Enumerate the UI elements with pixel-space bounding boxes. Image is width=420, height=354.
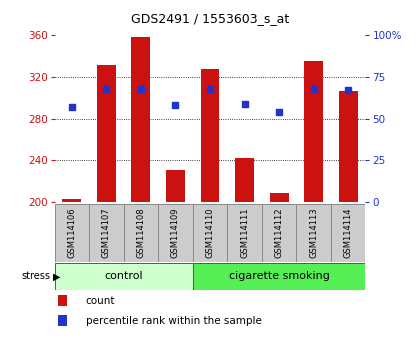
Bar [331, 204, 365, 262]
Point [207, 86, 213, 91]
Bar [270, 193, 289, 202]
Bar [262, 204, 296, 262]
Text: GSM114112: GSM114112 [275, 207, 284, 258]
Text: cigarette smoking: cigarette smoking [228, 271, 330, 281]
Bar [55, 204, 89, 262]
Text: GSM114107: GSM114107 [102, 207, 111, 258]
Text: ▶: ▶ [52, 271, 60, 281]
Text: GDS2491 / 1553603_s_at: GDS2491 / 1553603_s_at [131, 12, 289, 25]
Bar [193, 204, 227, 262]
Point [276, 109, 282, 115]
Bar [158, 204, 193, 262]
Bar [89, 204, 123, 262]
Point [138, 86, 144, 91]
Text: GSM114111: GSM114111 [240, 207, 249, 258]
Bar [131, 38, 150, 202]
Point [103, 86, 110, 91]
Bar [58, 315, 67, 326]
Bar [124, 204, 158, 262]
Bar [297, 204, 331, 262]
Bar [63, 199, 81, 202]
Bar [227, 204, 262, 262]
Text: GSM114108: GSM114108 [136, 207, 145, 258]
Bar [58, 295, 67, 306]
Text: count: count [86, 296, 115, 306]
Text: GSM114109: GSM114109 [171, 207, 180, 258]
Bar [193, 263, 365, 290]
Point [345, 87, 352, 93]
Bar [339, 91, 357, 202]
Bar [235, 158, 254, 202]
Point [172, 102, 179, 108]
Text: GSM114113: GSM114113 [309, 207, 318, 258]
Text: control: control [104, 271, 143, 281]
Bar [200, 69, 220, 202]
Bar [166, 170, 185, 202]
Point [68, 104, 75, 110]
Bar [55, 263, 193, 290]
Text: GSM114106: GSM114106 [67, 207, 76, 258]
Text: stress: stress [21, 271, 50, 281]
Bar [304, 61, 323, 202]
Point [241, 101, 248, 107]
Bar [97, 64, 116, 202]
Text: GSM114114: GSM114114 [344, 207, 353, 258]
Point [310, 86, 317, 91]
Text: percentile rank within the sample: percentile rank within the sample [86, 316, 262, 326]
Text: GSM114110: GSM114110 [205, 207, 215, 258]
